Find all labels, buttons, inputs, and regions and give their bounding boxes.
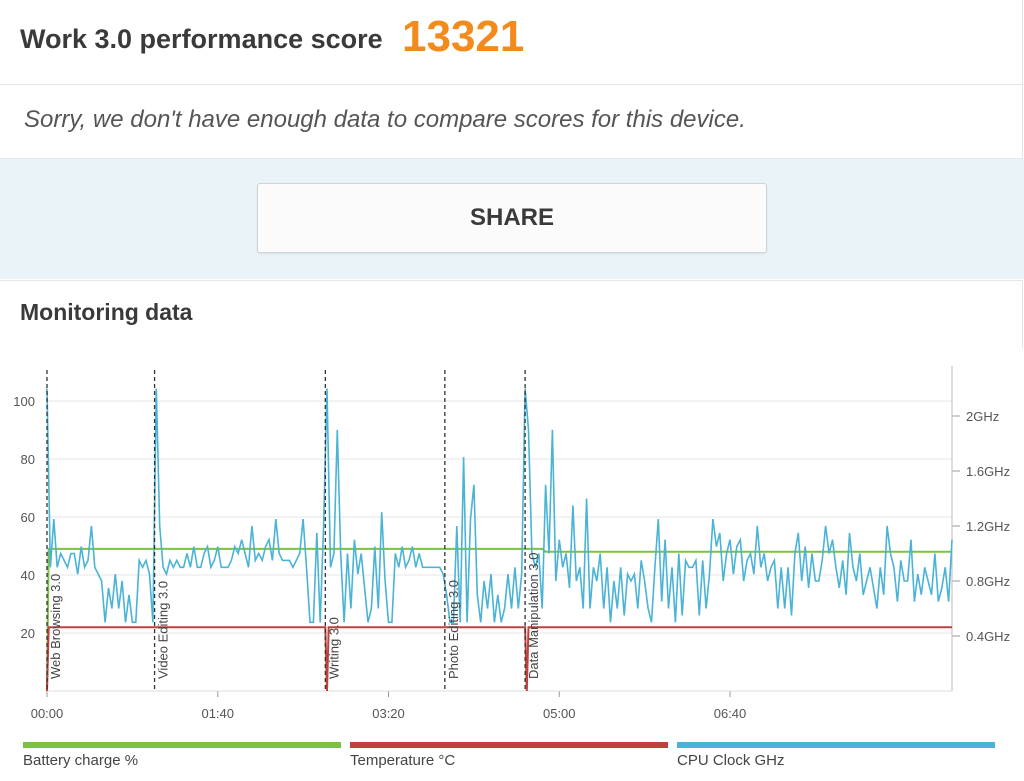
legend-label: Battery charge % <box>23 752 139 769</box>
legend-item: Temperature °C <box>350 742 668 769</box>
x-tick-label: 03:20 <box>372 706 405 721</box>
legend-swatch <box>23 742 341 748</box>
y-right-tick-label: 0.8GHz <box>966 574 1010 589</box>
legend-label: Temperature °C <box>350 752 456 769</box>
test-marker-label: Video Editing 3.0 <box>156 581 171 679</box>
legend-label: CPU Clock GHz <box>677 752 785 769</box>
y-right-tick-label: 0.4GHz <box>966 629 1010 644</box>
monitoring-chart-area: 20 40 60 80 100 0.4GHz 0.8GHz 1.2GHz 1.6GHz 2GHz 0… <box>0 348 1024 781</box>
legend-item: CPU Clock GHz <box>677 742 995 769</box>
legend-item: Battery charge % <box>23 742 341 769</box>
y-left-tick-label: 60 <box>21 510 35 525</box>
series-line <box>46 547 952 692</box>
share-button[interactable]: SHARE <box>257 183 767 253</box>
test-marker-label: Writing 3.0 <box>326 617 341 679</box>
y-right-tick-label: 2GHz <box>966 409 999 424</box>
y-left-tick-label: 80 <box>21 452 35 467</box>
x-tick-label: 05:00 <box>543 706 576 721</box>
series-line <box>46 626 952 692</box>
test-marker-label: Web Browsing 3.0 <box>48 574 63 679</box>
score-header: Work 3.0 performance score 13321 <box>0 0 1023 85</box>
y-left-tick-label: 100 <box>13 394 35 409</box>
x-tick-label: 06:40 <box>714 706 747 721</box>
share-section: SHARE <box>0 159 1024 279</box>
test-marker-label: Data Manipulation 3.0 <box>526 553 541 679</box>
notice-text: Sorry, we don't have enough data to comp… <box>24 106 746 133</box>
monitoring-title: Monitoring data <box>20 299 193 325</box>
test-marker-label: Photo Editing 3.0 <box>446 580 461 679</box>
legend-swatch <box>350 742 668 748</box>
x-tick-label: 00:00 <box>31 706 64 721</box>
y-left-tick-label: 20 <box>21 626 35 641</box>
monitoring-header: Monitoring data <box>0 280 1023 349</box>
y-right-tick-label: 1.2GHz <box>966 519 1010 534</box>
y-left-tick-label: 40 <box>21 568 35 583</box>
monitoring-chart: 20 40 60 80 100 0.4GHz 0.8GHz 1.2GHz 1.6GHz 2GHz 0… <box>13 366 1010 721</box>
score-label: Work 3.0 performance score <box>20 24 383 54</box>
legend-swatch <box>677 742 995 748</box>
y-right-tick-label: 1.6GHz <box>966 464 1010 479</box>
x-tick-label: 01:40 <box>201 706 234 721</box>
score-value: 13321 <box>402 12 525 61</box>
series-line <box>46 388 953 624</box>
comparison-notice: Sorry, we don't have enough data to comp… <box>0 85 1023 159</box>
